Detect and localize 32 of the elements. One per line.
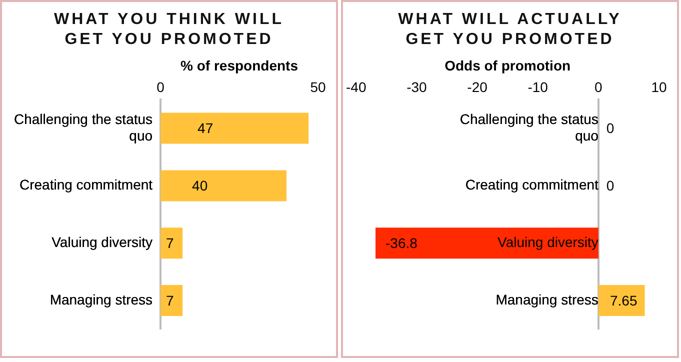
x-tick-label: -20	[467, 79, 488, 96]
y-tick-label: Managing stress	[50, 291, 153, 308]
data-label: -36.8	[386, 234, 418, 251]
chart-title: WHAT YOU THINK WILL GET YOU PROMOTED	[53, 10, 285, 50]
bar	[160, 112, 309, 144]
x-tick-label: -10	[528, 79, 548, 96]
y-tick-label: Challenging the status quo	[460, 110, 599, 144]
x-axis-title: % of respondents	[180, 57, 298, 74]
x-tick-label: 10	[651, 79, 667, 96]
bar	[160, 228, 183, 259]
x-tick-label: 0	[594, 79, 603, 96]
y-tick-label: Creating commitment	[465, 176, 599, 193]
y-tick-label: Valuing diversity	[52, 234, 153, 250]
bar	[160, 285, 183, 316]
x-tick-label: 50	[310, 79, 326, 96]
y-tick-label: Valuing diversity	[498, 234, 598, 250]
data-label: 0	[606, 120, 614, 136]
x-tick-label: 0	[156, 79, 165, 96]
y-tick-label: Creating commitment	[19, 176, 153, 193]
data-label: 0	[606, 178, 614, 194]
chart-title: WHAT WILL ACTUALLY GET YOU PROMOTED	[397, 10, 623, 50]
data-label: 47	[198, 120, 214, 136]
data-label: 7	[166, 234, 174, 251]
data-label: 40	[192, 178, 208, 194]
x-tick-label: -40	[346, 79, 366, 96]
x-axis-title: Odds of promotion	[444, 57, 571, 74]
data-label: 7.65	[610, 292, 638, 308]
y-tick-label: Managing stress	[496, 291, 598, 308]
data-label: 7	[166, 292, 174, 308]
y-tick-label: Challenging the status quo	[14, 110, 153, 144]
x-tick-label: -30	[406, 79, 428, 96]
bar	[160, 170, 287, 202]
